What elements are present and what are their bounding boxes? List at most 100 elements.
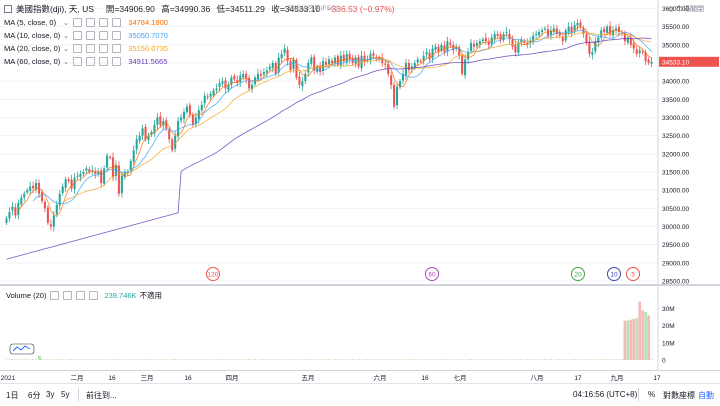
close-icon[interactable] <box>76 291 85 300</box>
more-icon[interactable] <box>89 291 98 300</box>
candle-body <box>192 115 194 125</box>
candle-body <box>136 139 138 149</box>
chevron-down-icon[interactable]: ⌄ <box>63 57 69 66</box>
volume-bar <box>201 359 203 360</box>
time-tick-label: 九月 <box>611 373 624 382</box>
candle-body <box>50 224 52 226</box>
candle <box>319 62 321 76</box>
candle-body <box>470 43 472 51</box>
candle <box>579 19 581 29</box>
percent-button[interactable]: % <box>648 390 655 399</box>
more-icon[interactable] <box>112 44 121 53</box>
volume-name[interactable]: Volume (20) <box>6 291 46 300</box>
eye-icon[interactable] <box>73 57 82 66</box>
volume-bar <box>150 359 152 360</box>
symbol-title[interactable]: 美國指數(dji), 天, US <box>16 3 94 15</box>
candle-body <box>642 52 644 53</box>
volume-bar <box>204 359 206 360</box>
candle <box>526 38 528 48</box>
indicator-row[interactable]: MA (20, close, 0)⌄35150.0735 <box>4 42 168 55</box>
more-icon[interactable] <box>112 18 121 27</box>
volume-bar <box>396 359 398 360</box>
close-icon[interactable] <box>99 57 108 66</box>
indicator-name[interactable]: MA (20, close, 0) <box>4 44 60 53</box>
volume-bar <box>520 359 522 360</box>
event-marker[interactable]: 20 <box>572 268 585 281</box>
event-marker[interactable]: 120 <box>207 268 220 281</box>
candle-body <box>485 38 487 41</box>
candle-body <box>272 63 274 68</box>
eye-icon[interactable] <box>73 44 82 53</box>
chevron-down-icon[interactable]: ⌄ <box>63 18 69 27</box>
volume-bar <box>579 359 581 360</box>
candle <box>204 92 206 107</box>
candle-body <box>426 52 428 54</box>
candle-body <box>497 34 499 36</box>
volume-bar <box>53 359 55 360</box>
indicator-row[interactable]: MA (60, close, 0)⌄34911.5665 <box>4 55 168 68</box>
volume-bar <box>429 359 431 360</box>
log-scale-button[interactable]: 對數座標 <box>663 390 695 401</box>
volume-bar <box>156 359 158 360</box>
candle-body <box>494 34 496 39</box>
close-icon[interactable] <box>99 31 108 40</box>
indicator-row[interactable]: MA (10, close, 0)⌄35050.7070 <box>4 29 168 42</box>
volume-bar <box>130 359 132 360</box>
candle <box>615 25 617 34</box>
range-6m-button[interactable]: 6分 <box>28 390 40 401</box>
indicator-name[interactable]: MA (10, close, 0) <box>4 31 60 40</box>
candle <box>91 165 93 174</box>
eye-icon[interactable] <box>50 291 59 300</box>
auto-scale-button[interactable]: 自動 <box>698 390 714 401</box>
candle-body <box>281 54 283 58</box>
main-chart-pane[interactable]: 36000.0035500.0035000.0034500.0034000.00… <box>0 0 720 284</box>
candle <box>139 132 141 144</box>
more-icon[interactable] <box>112 57 121 66</box>
close-icon[interactable] <box>99 18 108 27</box>
event-marker[interactable]: 5 <box>627 268 640 281</box>
indicator-name[interactable]: MA (60, close, 0) <box>4 57 60 66</box>
volume-bar <box>588 359 590 360</box>
chevron-down-icon[interactable]: ⌄ <box>63 31 69 40</box>
candle-body <box>213 90 215 95</box>
candle-body <box>17 203 19 215</box>
settings-icon[interactable] <box>86 57 95 66</box>
volume-bar <box>136 359 138 360</box>
candle <box>11 202 13 215</box>
volume-bar <box>355 359 357 360</box>
chevron-down-icon[interactable]: ⌄ <box>63 44 69 53</box>
candle <box>14 203 16 218</box>
close-icon[interactable] <box>99 44 108 53</box>
more-icon[interactable] <box>112 31 121 40</box>
candle-body <box>68 179 70 181</box>
volume-bar <box>142 359 144 360</box>
goto-date-button[interactable]: 前往到... <box>86 390 117 401</box>
event-marker[interactable]: 10 <box>608 268 621 281</box>
candle <box>497 31 499 38</box>
candle <box>266 67 268 77</box>
volume-bar <box>44 359 46 360</box>
clock-readout[interactable]: 04:16:56 (UTC+8) <box>573 390 637 399</box>
time-tick-label: 四月 <box>226 374 239 382</box>
range-3y-button[interactable]: 3y <box>46 390 54 399</box>
candle-body <box>233 76 235 79</box>
settings-icon[interactable] <box>86 44 95 53</box>
eye-icon[interactable] <box>73 18 82 27</box>
settings-icon[interactable] <box>86 18 95 27</box>
expand-icon[interactable] <box>4 5 12 13</box>
candle <box>304 70 306 84</box>
range-5y-button[interactable]: 5y <box>61 390 69 399</box>
indicator-name[interactable]: MA (5, close, 0) <box>4 18 60 27</box>
settings-icon[interactable] <box>86 31 95 40</box>
settings-icon[interactable] <box>63 291 72 300</box>
event-marker[interactable]: 60 <box>426 268 439 281</box>
candle <box>147 133 149 144</box>
eye-icon[interactable] <box>73 31 82 40</box>
candle <box>591 48 593 60</box>
indicator-row[interactable]: MA (5, close, 0)⌄34784.1800 <box>4 16 168 29</box>
volume-bar <box>488 359 490 360</box>
volume-bar <box>115 359 117 360</box>
range-1d-button[interactable]: 1日 <box>6 390 18 401</box>
